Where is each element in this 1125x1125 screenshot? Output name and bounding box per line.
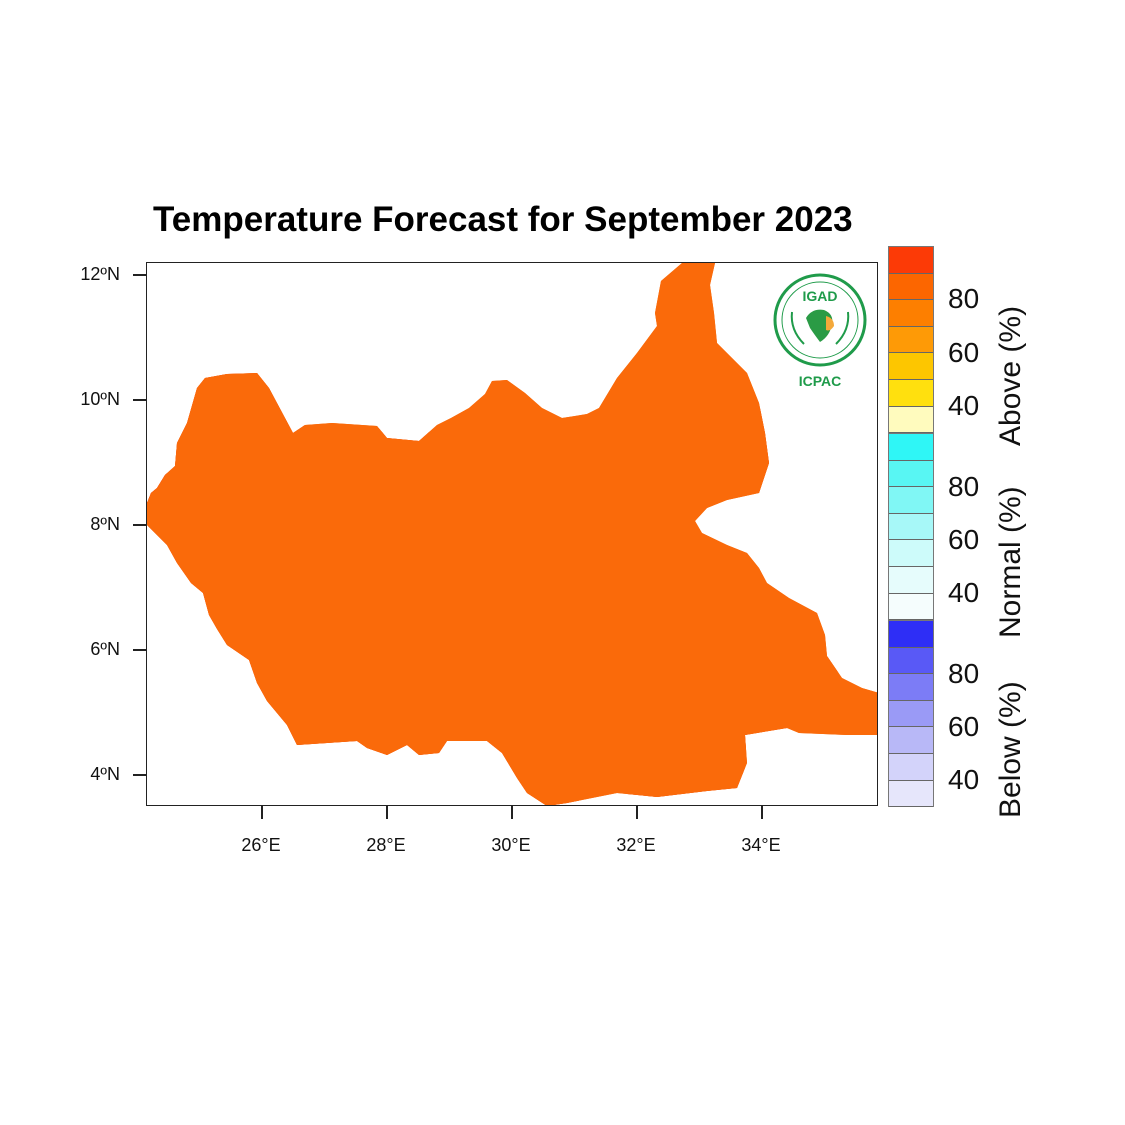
colorbar-below-title: Below (%) (994, 681, 1027, 818)
colorbar-below-60: 60 (948, 711, 980, 742)
forecast-map (146, 262, 878, 806)
y-tick-label-4n: 4ºN (90, 764, 120, 784)
colorbar-above-60: 60 (948, 337, 980, 368)
colorbar-normal-40: 40 (948, 577, 980, 608)
colorbar-swatch (889, 273, 933, 301)
colorbar-swatch (889, 513, 933, 541)
colorbar-swatch (889, 780, 933, 808)
y-tick-label-12n: 12ºN (80, 264, 120, 284)
colorbar-above (888, 246, 934, 434)
x-tick-label-26e: 26°E (241, 835, 281, 855)
x-tick-label-34e: 34°E (741, 835, 781, 855)
colorbar-swatch (889, 326, 933, 354)
colorbar-swatch (889, 406, 933, 434)
x-tick (511, 806, 513, 819)
x-tick (261, 806, 263, 819)
colorbar-normal-title: Normal (%) (994, 486, 1027, 638)
logo-icpac-text: ICPAC (798, 373, 842, 389)
colorbar-swatch (889, 566, 933, 594)
colorbar-swatch (889, 379, 933, 407)
y-tick-label-8n: 8ºN (90, 514, 120, 534)
y-tick (133, 399, 146, 401)
map-title: Temperature Forecast for September 2023 (153, 200, 853, 239)
map-svg (147, 263, 877, 805)
igad-icpac-logo: IGAD ICPAC (770, 272, 870, 390)
colorbar-below-80: 80 (948, 658, 980, 689)
y-tick (133, 274, 146, 276)
colorbar-below (888, 620, 934, 808)
y-tick (133, 524, 146, 526)
colorbar-swatch (889, 674, 933, 701)
colorbar-swatch (889, 460, 933, 488)
colorbar-above-40: 40 (948, 390, 980, 421)
x-tick (386, 806, 388, 819)
colorbar-swatch (889, 621, 933, 648)
logo-seal-icon (773, 273, 867, 367)
colorbar-swatch (889, 247, 933, 274)
x-tick (761, 806, 763, 819)
colorbar-normal-80: 80 (948, 471, 980, 502)
colorbar-swatch (889, 753, 933, 781)
colorbar-normal (888, 433, 934, 621)
colorbar-swatch (889, 540, 933, 567)
colorbar-normal-60: 60 (948, 524, 980, 555)
x-tick-label-28e: 28°E (366, 835, 406, 855)
colorbar-swatch (889, 700, 933, 728)
colorbar-swatch (889, 593, 933, 621)
x-tick-label-30e: 30°E (491, 835, 531, 855)
y-tick-label-6n: 6ºN (90, 639, 120, 659)
colorbar-swatch (889, 647, 933, 675)
colorbar-swatch (889, 434, 933, 461)
colorbar-above-title: Above (%) (994, 305, 1027, 446)
colorbar-swatch (889, 727, 933, 754)
y-tick-label-10n: 10ºN (80, 389, 120, 409)
colorbar-swatch (889, 353, 933, 380)
x-tick-label-32e: 32°E (616, 835, 656, 855)
colorbar-above-80: 80 (948, 283, 980, 314)
colorbar-below-40: 40 (948, 764, 980, 795)
y-tick (133, 774, 146, 776)
logo-igad-text: IGAD (802, 288, 838, 304)
y-tick (133, 649, 146, 651)
colorbar-swatch (889, 300, 933, 327)
x-tick (636, 806, 638, 819)
colorbar-swatch (889, 487, 933, 514)
